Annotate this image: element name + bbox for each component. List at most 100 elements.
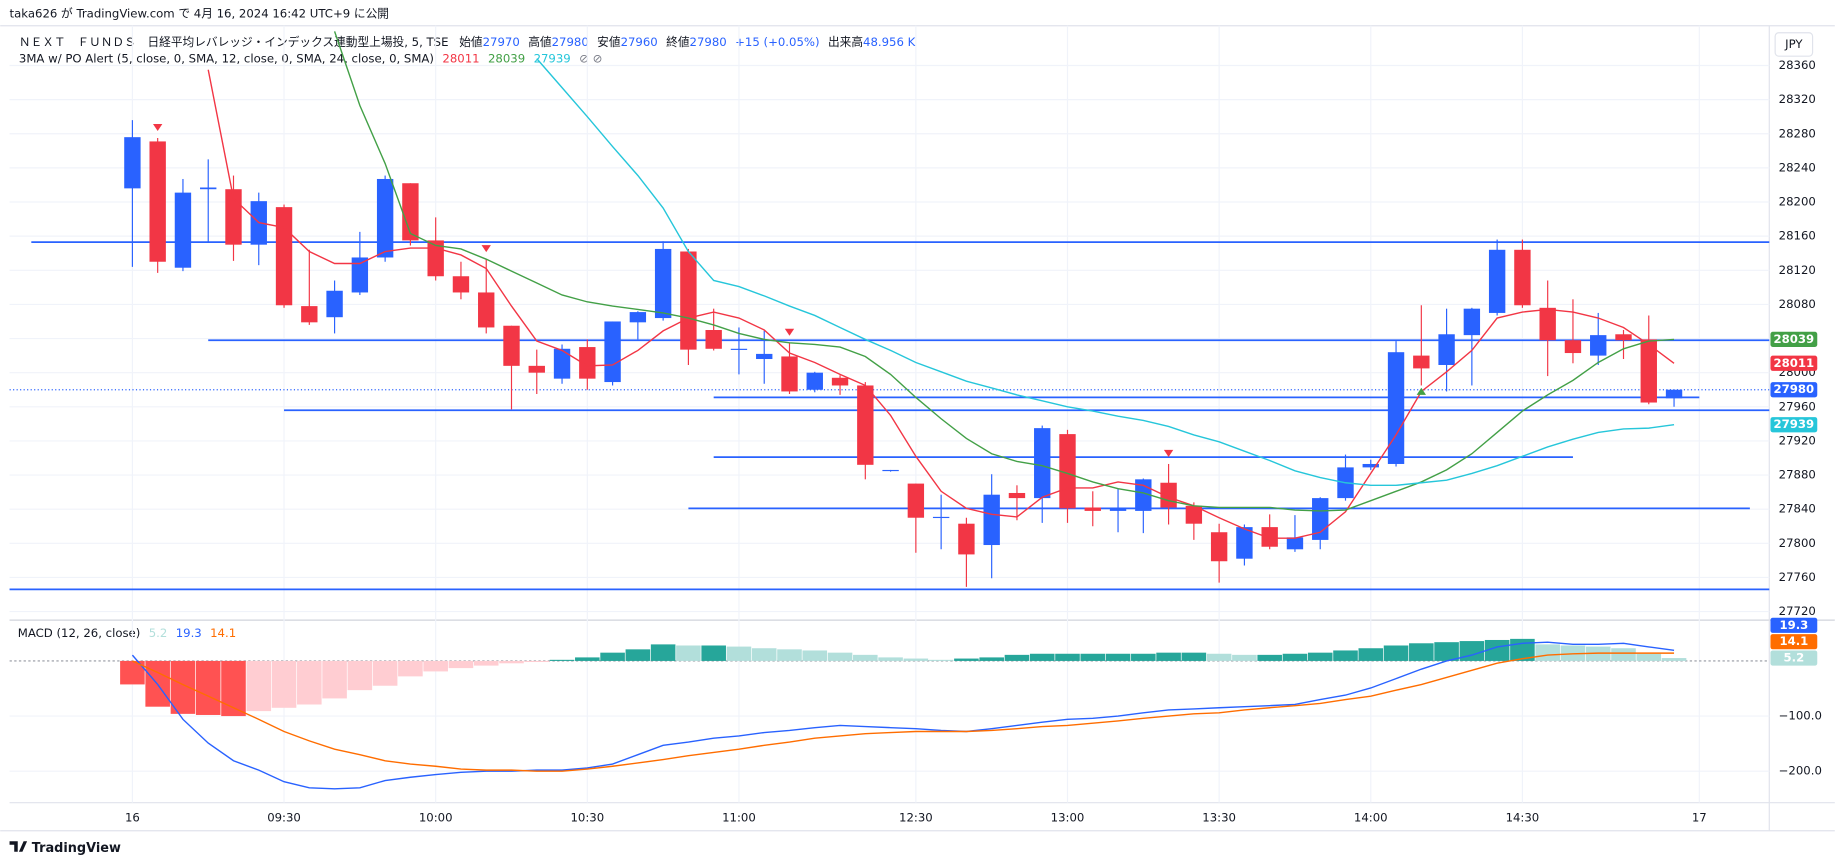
histogram-bar — [777, 649, 802, 661]
ohlc-value: 27960 — [621, 35, 658, 49]
candle-body — [1084, 507, 1101, 511]
y-tick-label: 28200 — [1779, 195, 1816, 209]
candle-body — [553, 348, 571, 379]
histogram-bar — [625, 649, 651, 661]
candle-body — [1640, 339, 1657, 403]
ohlc-value: 27980 — [690, 35, 727, 49]
candle-body — [1362, 463, 1379, 468]
price-badge-label: 27939 — [1774, 417, 1815, 431]
price-badge — [1770, 382, 1818, 398]
histogram-bar — [1181, 652, 1207, 661]
y-tick-label: −100.0 — [1779, 709, 1822, 723]
x-tick-label: 09:30 — [267, 810, 301, 824]
histogram-bar — [372, 660, 398, 686]
histogram-bar — [1535, 644, 1560, 661]
x-tick-label: 14:30 — [1506, 810, 1540, 824]
moving-average — [207, 69, 1675, 539]
candle-body — [1034, 428, 1051, 499]
histogram-bar — [1282, 653, 1308, 661]
candle-body — [452, 276, 470, 293]
ohlc-value: 27980 — [552, 35, 589, 49]
candle-body — [932, 516, 950, 519]
candle-body — [301, 306, 318, 323]
indicator-legend: 3MA w/ PO Alert (5, close, 0, SMA, 12, c… — [19, 51, 603, 65]
macd-title: MACD (12, 26, close) — [18, 625, 141, 639]
histogram-bar — [1434, 642, 1459, 661]
published-note: taka626 が TradingView.com で 4月 16, 2024 … — [10, 7, 389, 21]
histogram-bar — [1611, 648, 1636, 661]
candle-body — [907, 483, 925, 518]
candle-body — [1261, 527, 1278, 547]
sell-signal — [481, 245, 491, 253]
candle-body — [174, 192, 192, 268]
ohlc-label: 高値 — [528, 35, 552, 49]
price-badge-label: 19.3 — [1779, 618, 1808, 632]
y-tick-label: 27800 — [1779, 536, 1816, 550]
signal-value: 14.1 — [210, 625, 236, 639]
candle-body — [503, 325, 520, 366]
indicator-name: 3MA w/ PO Alert (5, close, 0, SMA, 12, c… — [19, 51, 434, 65]
price-badge — [1770, 417, 1818, 433]
price-badge-label: 27980 — [1774, 382, 1815, 396]
candle-body — [1413, 355, 1430, 369]
candle-body — [1008, 492, 1026, 499]
histogram-bar — [423, 660, 448, 672]
candle-body — [402, 183, 419, 241]
y-tick-label: 27920 — [1779, 433, 1816, 447]
candle-body — [1539, 307, 1556, 341]
logo-mark — [9, 841, 28, 852]
candle-body — [1185, 505, 1203, 524]
histogram-bar — [802, 650, 828, 661]
candle-body — [705, 330, 722, 349]
price-badge-label: 28011 — [1774, 356, 1815, 370]
candle-body — [1665, 389, 1683, 399]
histogram-bar — [878, 657, 903, 661]
candle-body — [1286, 537, 1304, 550]
price-badge — [1770, 331, 1818, 347]
histogram-bar — [297, 660, 322, 705]
currency-box[interactable] — [1774, 32, 1814, 57]
candle-body — [604, 321, 621, 383]
x-tick-label: 13:30 — [1202, 810, 1236, 824]
candle-body — [1463, 308, 1481, 336]
histogram-bar — [928, 659, 954, 661]
symbol: ＮＥＸＴ ＦＵＮＤＳ 日経平均レバレッジ・インデックス連動型上場投, 5, TS… — [19, 35, 449, 49]
y-tick-label: 28360 — [1779, 58, 1816, 72]
candle-body — [579, 347, 596, 379]
histogram-bar — [853, 654, 878, 661]
ohlc-label: 安値 — [597, 35, 621, 49]
y-tick-label: 28320 — [1779, 92, 1816, 106]
histogram-bar — [1661, 658, 1687, 661]
sell-signal — [784, 328, 795, 336]
x-tick-label: 12:30 — [899, 810, 933, 824]
axes: 16 09:30 10:00 10:30 11:00 12:30 13:00 13:30 14:… — [125, 58, 1822, 824]
histogram-bar — [751, 648, 777, 661]
histogram-bar — [524, 660, 550, 663]
histogram-bar — [499, 660, 524, 664]
candle-body — [1564, 340, 1582, 354]
x-tick-label: 17 — [1692, 810, 1707, 824]
moving-average — [333, 31, 1675, 512]
histogram-bar — [676, 645, 701, 661]
histogram-bar — [1206, 653, 1232, 661]
brand: TradingView — [32, 841, 121, 856]
histogram-bar — [701, 645, 726, 661]
histogram-bar — [448, 660, 474, 669]
candle-body — [326, 290, 343, 318]
icons[interactable]: ⊘ ⊘ — [579, 51, 602, 65]
y-tick-label: 27960 — [1779, 399, 1816, 413]
histogram-bar — [1080, 653, 1106, 661]
brand-logo[interactable]: TradingView — [9, 841, 121, 856]
y-tick-label: 28240 — [1779, 160, 1816, 174]
macd-legend: MACD (12, 26, close) 5.2 19.3 14.1 — [18, 625, 236, 639]
candle-body — [857, 385, 874, 465]
candle-body — [1590, 335, 1607, 356]
volume-label: 出来高 — [828, 35, 863, 49]
histogram-bar — [347, 660, 373, 691]
price-badge-label: 5.2 — [1784, 651, 1805, 665]
histogram-bar — [575, 657, 600, 661]
candle-body — [1514, 249, 1531, 306]
price-badge — [1770, 650, 1818, 666]
price-badge — [1770, 634, 1818, 650]
